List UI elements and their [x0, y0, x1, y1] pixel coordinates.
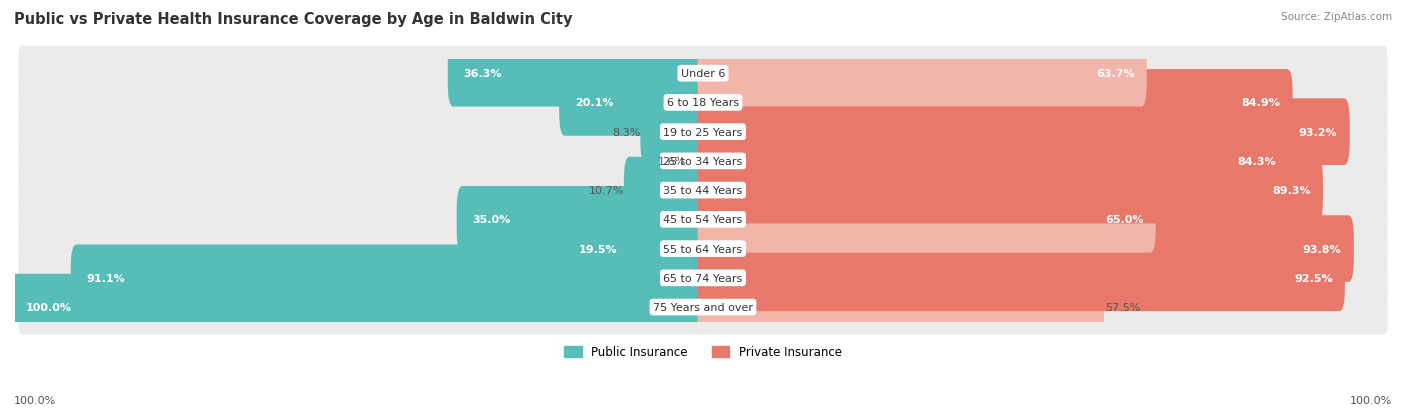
Text: 65.0%: 65.0%	[1105, 215, 1143, 225]
FancyBboxPatch shape	[70, 245, 709, 311]
Text: 93.2%: 93.2%	[1299, 127, 1337, 137]
Text: Public vs Private Health Insurance Coverage by Age in Baldwin City: Public vs Private Health Insurance Cover…	[14, 12, 572, 27]
FancyBboxPatch shape	[640, 99, 709, 166]
Text: 35 to 44 Years: 35 to 44 Years	[664, 186, 742, 196]
Text: 19.5%: 19.5%	[579, 244, 617, 254]
Text: 25 to 34 Years: 25 to 34 Years	[664, 157, 742, 166]
Text: 8.3%: 8.3%	[612, 127, 640, 137]
Text: 89.3%: 89.3%	[1272, 186, 1310, 196]
Text: 10.7%: 10.7%	[589, 186, 624, 196]
Text: Source: ZipAtlas.com: Source: ZipAtlas.com	[1281, 12, 1392, 22]
FancyBboxPatch shape	[564, 216, 709, 282]
FancyBboxPatch shape	[624, 157, 709, 224]
Text: Under 6: Under 6	[681, 69, 725, 79]
Text: 35.0%: 35.0%	[472, 215, 510, 225]
Text: 100.0%: 100.0%	[25, 302, 72, 312]
FancyBboxPatch shape	[697, 128, 1288, 195]
FancyBboxPatch shape	[10, 274, 709, 341]
FancyBboxPatch shape	[560, 70, 709, 136]
Text: 63.7%: 63.7%	[1095, 69, 1135, 79]
FancyBboxPatch shape	[697, 187, 1156, 253]
FancyBboxPatch shape	[18, 192, 1388, 247]
FancyBboxPatch shape	[447, 41, 709, 107]
Text: 91.1%: 91.1%	[87, 273, 125, 283]
FancyBboxPatch shape	[18, 134, 1388, 189]
FancyBboxPatch shape	[697, 157, 1323, 224]
FancyBboxPatch shape	[686, 128, 709, 195]
FancyBboxPatch shape	[18, 105, 1388, 160]
Text: 36.3%: 36.3%	[464, 69, 502, 79]
FancyBboxPatch shape	[697, 274, 1104, 341]
Text: 93.8%: 93.8%	[1303, 244, 1341, 254]
FancyBboxPatch shape	[18, 222, 1388, 276]
FancyBboxPatch shape	[18, 163, 1388, 218]
FancyBboxPatch shape	[18, 76, 1388, 131]
Text: 100.0%: 100.0%	[1350, 395, 1392, 405]
FancyBboxPatch shape	[697, 70, 1292, 136]
FancyBboxPatch shape	[697, 99, 1350, 166]
Legend: Public Insurance, Private Insurance: Public Insurance, Private Insurance	[560, 341, 846, 363]
FancyBboxPatch shape	[697, 216, 1354, 282]
Text: 92.5%: 92.5%	[1294, 273, 1333, 283]
Text: 84.9%: 84.9%	[1241, 98, 1281, 108]
FancyBboxPatch shape	[18, 280, 1388, 335]
Text: 45 to 54 Years: 45 to 54 Years	[664, 215, 742, 225]
Text: 6 to 18 Years: 6 to 18 Years	[666, 98, 740, 108]
Text: 19 to 25 Years: 19 to 25 Years	[664, 127, 742, 137]
Text: 1.6%: 1.6%	[658, 157, 686, 166]
Text: 75 Years and over: 75 Years and over	[652, 302, 754, 312]
Text: 55 to 64 Years: 55 to 64 Years	[664, 244, 742, 254]
Text: 57.5%: 57.5%	[1105, 302, 1140, 312]
Text: 84.3%: 84.3%	[1237, 157, 1277, 166]
FancyBboxPatch shape	[18, 251, 1388, 306]
FancyBboxPatch shape	[697, 245, 1346, 311]
Text: 100.0%: 100.0%	[14, 395, 56, 405]
FancyBboxPatch shape	[697, 41, 1147, 107]
FancyBboxPatch shape	[18, 47, 1388, 102]
Text: 20.1%: 20.1%	[575, 98, 613, 108]
Text: 65 to 74 Years: 65 to 74 Years	[664, 273, 742, 283]
FancyBboxPatch shape	[457, 187, 709, 253]
